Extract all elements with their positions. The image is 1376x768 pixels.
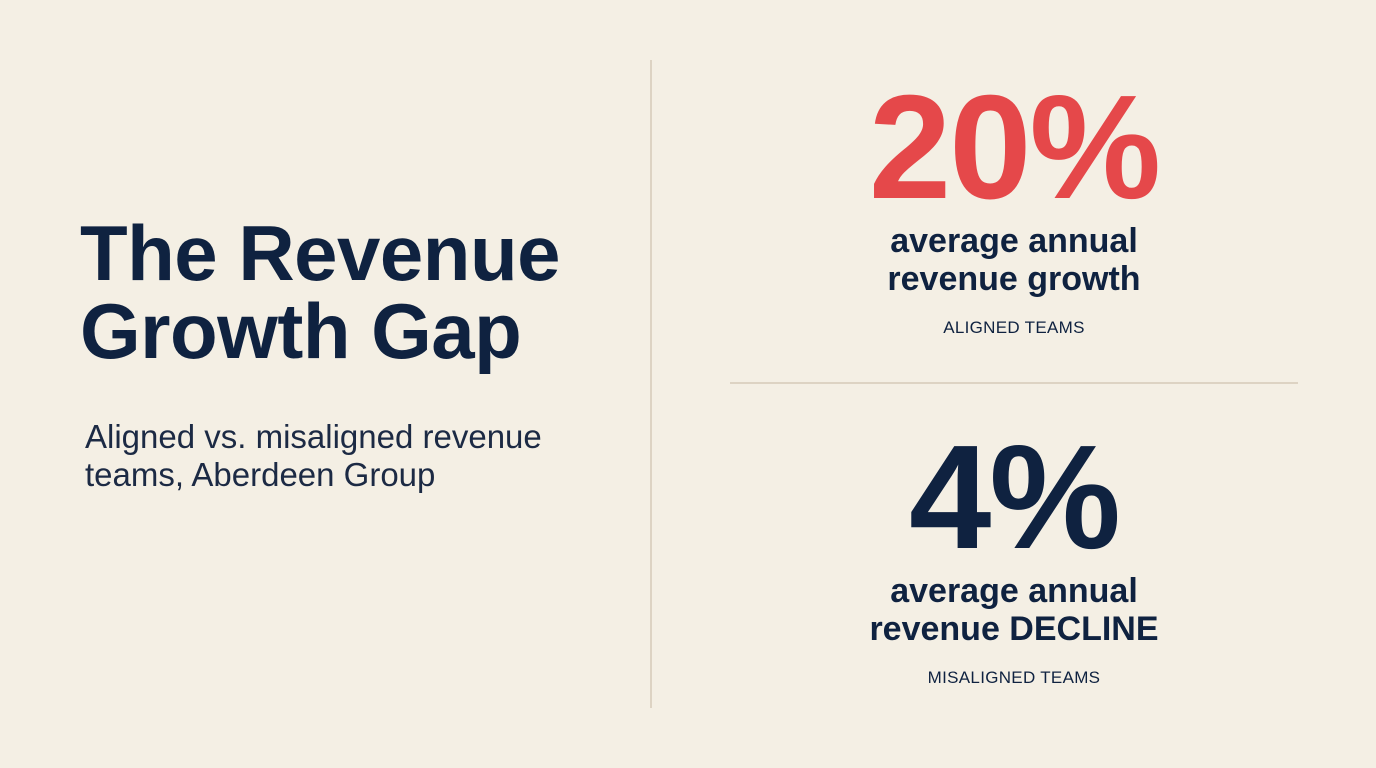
stat-aligned-desc-line-2: revenue growth [887, 260, 1141, 298]
stat-misaligned-description: average annual revenue DECLINE [730, 572, 1298, 648]
subtitle-line-1: Aligned vs. misaligned revenue [85, 418, 542, 455]
subtitle-line-2: teams, Aberdeen Group [85, 456, 436, 493]
title-line-1: The Revenue [80, 209, 560, 297]
title-line-2: Growth Gap [80, 287, 522, 375]
vertical-divider [650, 60, 652, 708]
stat-misaligned: 4% average annual revenue DECLINE MISALI… [730, 415, 1298, 688]
stat-misaligned-desc-line-1: average annual [890, 572, 1138, 610]
stat-aligned-label: ALIGNED TEAMS [943, 318, 1085, 337]
stat-misaligned-desc-line-2: revenue DECLINE [869, 610, 1159, 648]
subtitle: Aligned vs. misaligned revenue teams, Ab… [85, 418, 625, 494]
stat-misaligned-label: MISALIGNED TEAMS [927, 668, 1101, 687]
stat-misaligned-value: 4% [909, 415, 1121, 580]
stat-aligned-desc-line-1: average annual [890, 222, 1138, 260]
page-title: The Revenue Growth Gap [80, 214, 640, 370]
horizontal-divider [730, 382, 1298, 384]
stat-aligned-description: average annual revenue growth [730, 222, 1298, 298]
stat-aligned: 20% average annual revenue growth ALIGNE… [730, 65, 1298, 338]
stat-aligned-value: 20% [868, 65, 1161, 230]
